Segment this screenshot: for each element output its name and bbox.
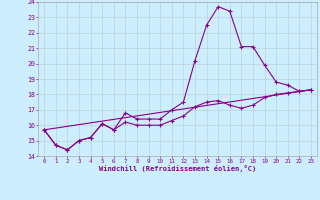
- X-axis label: Windchill (Refroidissement éolien,°C): Windchill (Refroidissement éolien,°C): [99, 165, 256, 172]
